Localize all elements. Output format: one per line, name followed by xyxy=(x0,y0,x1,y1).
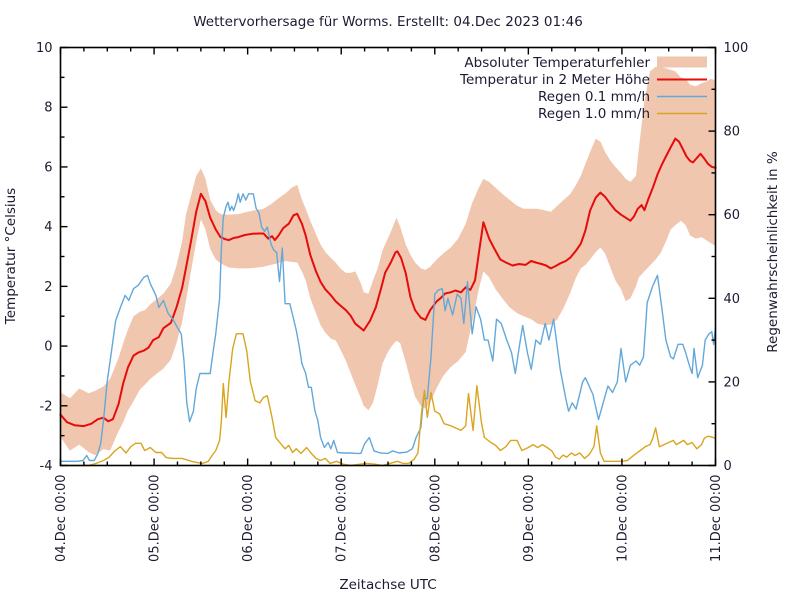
chart-title: Wettervorhersage für Worms. Erstellt: 04… xyxy=(193,14,583,30)
series-line-rain-01 xyxy=(59,193,717,462)
y2-tick-label: 60 xyxy=(724,208,741,223)
series-band-temperature-error xyxy=(60,66,716,456)
series-line-rain-10 xyxy=(59,333,717,467)
y2-tick-label: 40 xyxy=(724,292,741,307)
y2-tick-label: 80 xyxy=(724,125,741,140)
y-tick-label: -4 xyxy=(40,459,53,474)
y2-tick-label: 0 xyxy=(724,459,732,474)
x-tick-label: 05.Dec 00:00 xyxy=(148,475,163,562)
legend-label-rain-10: Regen 1.0 mm/h xyxy=(538,106,650,122)
y-tick-label: 6 xyxy=(44,160,52,175)
x-tick-label: 08.Dec 00:00 xyxy=(428,475,443,562)
y2-tick-label: 100 xyxy=(724,41,749,56)
x-tick-label: 06.Dec 00:00 xyxy=(241,475,256,562)
legend-item-rain-01: Regen 0.1 mm/h xyxy=(538,89,707,105)
y-left-axis-label: Temperatur °Celsius xyxy=(3,188,19,325)
legend-label-temperature: Temperatur in 2 Meter Höhe xyxy=(459,72,650,88)
y-tick-label: 8 xyxy=(44,101,52,116)
x-tick-label: 09.Dec 00:00 xyxy=(522,475,537,562)
y-right-axis-label: Regenwahrscheinlichkeit in % xyxy=(765,151,781,353)
x-tick-label: 11.Dec 00:00 xyxy=(709,475,724,562)
legend-label-rain-01: Regen 0.1 mm/h xyxy=(538,89,650,105)
y-tick-label: -2 xyxy=(40,399,53,414)
legend-item-temp-error: Absoluter Temperaturfehler xyxy=(464,55,707,71)
x-tick-label: 04.Dec 00:00 xyxy=(54,475,69,562)
y-tick-label: 4 xyxy=(44,220,52,235)
legend: Absoluter Temperaturfehler Temperatur in… xyxy=(459,55,707,122)
y-tick-label: 2 xyxy=(44,280,52,295)
y-tick-label: 0 xyxy=(44,340,52,355)
x-axis-label: Zeitachse UTC xyxy=(339,577,436,593)
series-line-temperature xyxy=(59,137,717,428)
y-tick-label: 10 xyxy=(36,41,53,56)
plot-area: 04.Dec 00:00 05.Dec 00:00 06.Dec 00:00 07.D… xyxy=(36,41,748,562)
legend-swatch-band xyxy=(657,56,707,68)
legend-label-temp-error: Absoluter Temperaturfehler xyxy=(464,55,650,71)
x-tick-label: 07.Dec 00:00 xyxy=(335,475,350,562)
legend-item-rain-10: Regen 1.0 mm/h xyxy=(538,106,707,122)
x-tick-label: 10.Dec 00:00 xyxy=(615,475,630,562)
y2-tick-label: 20 xyxy=(724,375,741,390)
legend-item-temperature: Temperatur in 2 Meter Höhe xyxy=(459,72,707,88)
